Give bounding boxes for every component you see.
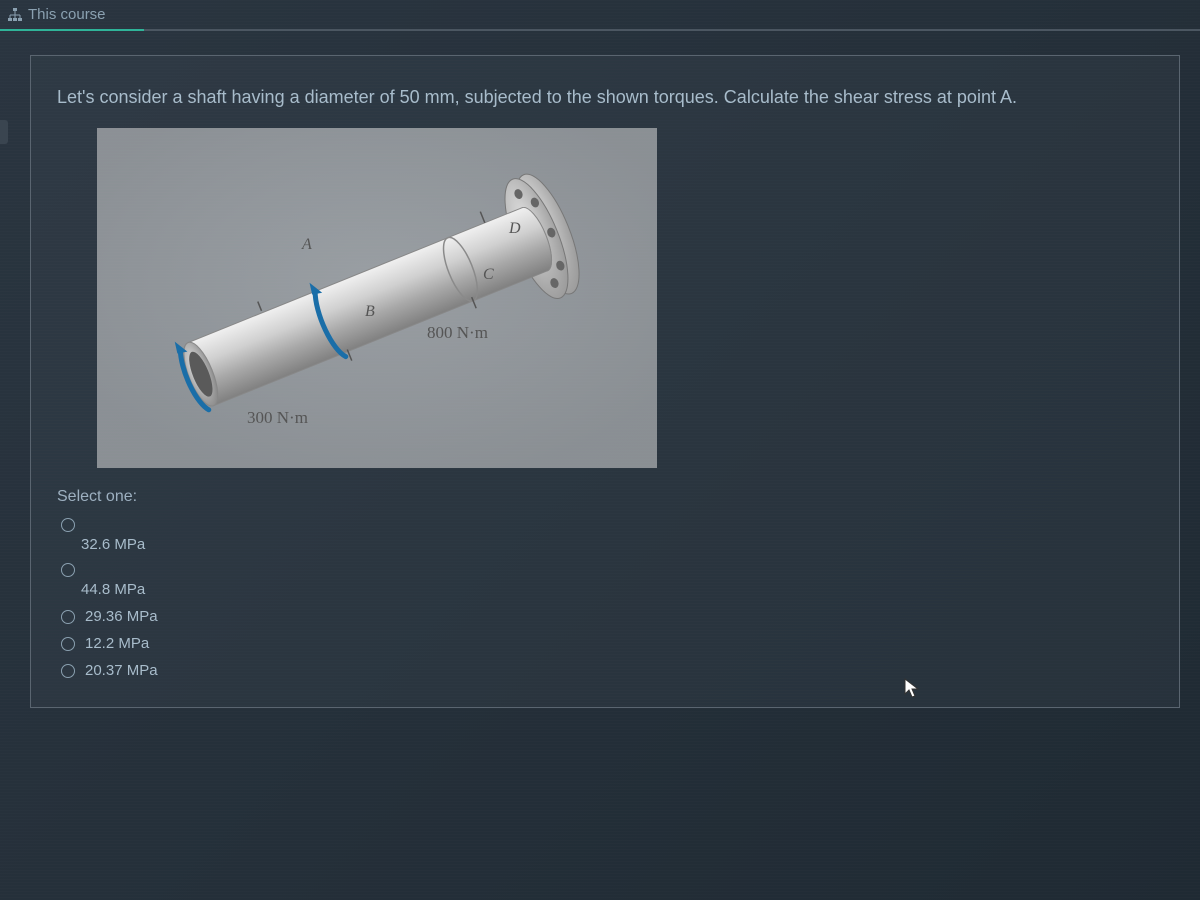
radio-icon[interactable] — [61, 610, 75, 624]
option-3[interactable]: 29.36 MPa — [61, 608, 1153, 625]
shaft-diagram: A B C D 300 N·m 800 N·m — [97, 128, 657, 468]
question-card: Let's consider a shaft having a diameter… — [30, 55, 1180, 708]
option-label: 20.37 MPa — [85, 662, 158, 679]
tree-icon — [8, 8, 22, 22]
select-prompt: Select one: — [57, 488, 1153, 506]
header-divider — [0, 29, 1200, 31]
shaft-svg — [97, 128, 657, 468]
radio-icon[interactable] — [61, 637, 75, 651]
radio-icon[interactable] — [61, 518, 75, 532]
option-label: 12.2 MPa — [85, 635, 149, 652]
label-B: B — [365, 303, 375, 321]
answer-options: 32.6 MPa 44.8 MPa 29.36 MPa 12.2 MPa 20.… — [61, 518, 1153, 679]
radio-icon[interactable] — [61, 664, 75, 678]
label-A: A — [302, 236, 312, 254]
torque-left: 300 N·m — [247, 408, 308, 428]
option-label: 32.6 MPa — [81, 536, 145, 553]
course-tab[interactable]: This course — [0, 0, 118, 29]
option-5[interactable]: 20.37 MPa — [61, 662, 1153, 679]
tab-label: This course — [28, 6, 106, 23]
label-D: D — [509, 220, 521, 238]
option-label: 44.8 MPa — [81, 581, 145, 598]
left-side-tab[interactable] — [0, 120, 8, 144]
torque-right: 800 N·m — [427, 323, 488, 343]
option-1[interactable]: 32.6 MPa — [61, 518, 1153, 553]
option-4[interactable]: 12.2 MPa — [61, 635, 1153, 652]
option-2[interactable]: 44.8 MPa — [61, 563, 1153, 598]
option-label: 29.36 MPa — [85, 608, 158, 625]
question-text: Let's consider a shaft having a diameter… — [57, 84, 1153, 110]
radio-icon[interactable] — [61, 563, 75, 577]
label-C: C — [483, 266, 494, 284]
